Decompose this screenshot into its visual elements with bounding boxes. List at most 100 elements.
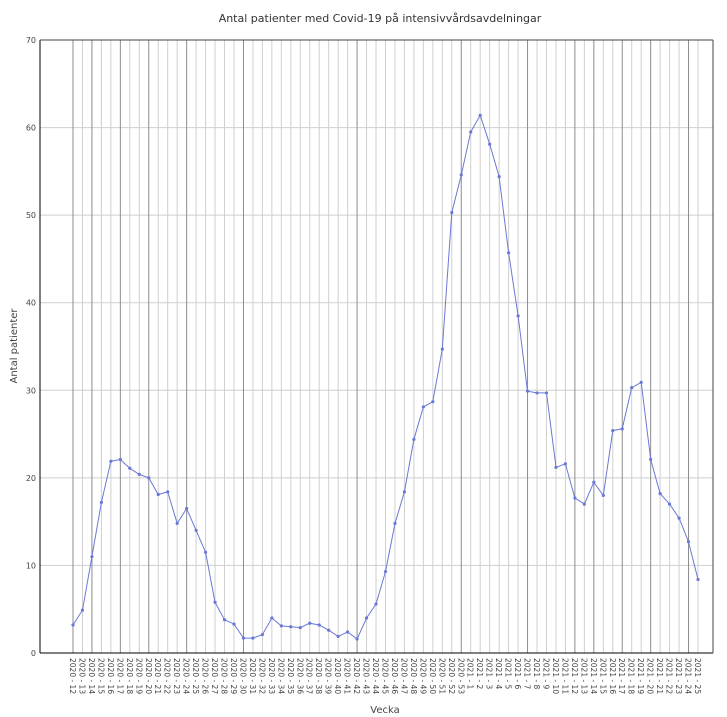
x-tick-label: 2021 - 1 [466, 658, 475, 690]
data-point [563, 462, 568, 466]
data-point [412, 437, 416, 441]
data-point [393, 521, 397, 525]
x-tick-label: 2020 - 19 [134, 658, 143, 694]
data-point [317, 623, 321, 627]
y-tick-label: 10 [26, 561, 36, 570]
x-tick-label: 2020 - 21 [153, 658, 162, 694]
data-point [241, 636, 246, 640]
x-tick-label: 2020 - 13 [77, 658, 86, 694]
x-tick-label: 2020 - 18 [125, 658, 134, 694]
y-tick-label: 20 [26, 474, 36, 483]
x-tick-label: 2020 - 45 [381, 658, 390, 694]
x-tick-label: 2020 - 24 [182, 658, 191, 694]
data-point [582, 502, 586, 506]
data-point [99, 500, 104, 504]
x-tick-label: 2020 - 23 [172, 658, 181, 694]
x-axis-label: Vecka [370, 705, 399, 716]
x-tick-label: 2020 - 35 [286, 658, 295, 694]
x-tick-label: 2021 - 16 [608, 658, 617, 694]
data-point [156, 492, 160, 497]
axes [39, 39, 714, 654]
data-point [658, 492, 662, 496]
y-tick-label: 50 [26, 211, 36, 220]
x-tick-label: 2020 - 33 [267, 658, 276, 694]
x-tick-label: 2021 - 7 [523, 658, 532, 690]
x-tick-label: 2020 - 17 [115, 658, 124, 694]
x-tick-label: 2020 - 16 [106, 658, 115, 694]
x-tick-label: 2020 - 39 [324, 658, 333, 694]
x-tick-label: 2020 - 15 [96, 658, 105, 694]
data-point [336, 634, 340, 638]
data-point [649, 457, 653, 462]
data-point [601, 493, 605, 497]
data-point [573, 496, 577, 500]
data-point [166, 490, 170, 494]
data-point [667, 502, 672, 506]
data-point [270, 616, 274, 620]
x-tick-label: 2021 - 19 [636, 658, 645, 694]
x-tick-label: 2021 - 22 [665, 658, 674, 694]
x-tick-label: 2020 - 12 [68, 658, 77, 694]
x-tick-label: 2021 - 23 [674, 658, 683, 694]
x-tick-label: 2021 - 9 [541, 658, 550, 690]
data-point [109, 459, 113, 463]
data-point [488, 142, 492, 146]
x-tick-label: 2020 - 14 [87, 658, 96, 694]
x-tick-label: 2021 - 21 [655, 658, 664, 694]
x-tick-label: 2020 - 43 [362, 658, 371, 694]
x-tick-labels: 2020 - 12 2020 - 13 2020 - 14 2020 - 15 2020… [68, 658, 702, 694]
x-tick-label: 2020 - 44 [371, 658, 380, 694]
series-line-group [71, 113, 700, 641]
data-point [118, 457, 122, 462]
y-tick-label: 0 [31, 649, 36, 658]
data-point [696, 577, 700, 582]
y-tick-label: 30 [26, 386, 36, 395]
data-point [677, 516, 681, 520]
x-tick-label: 2021 - 11 [560, 658, 569, 694]
x-tick-label: 2020 - 29 [229, 658, 238, 694]
data-point [364, 616, 369, 620]
data-point [203, 550, 208, 554]
data-point [355, 637, 359, 641]
data-point [440, 347, 444, 351]
data-point [450, 210, 454, 215]
x-tick-label: 2021 - 6 [513, 658, 522, 690]
data-point [298, 626, 302, 630]
x-tick-label: 2020 - 53 [456, 658, 465, 694]
x-tick-label: 2020 - 34 [276, 658, 285, 694]
x-tick-label: 2020 - 20 [144, 658, 153, 694]
x-tick-label: 2021 - 14 [589, 658, 598, 694]
data-point [213, 600, 217, 604]
data-point [421, 405, 425, 409]
x-tick-label: 2021 - 13 [579, 658, 588, 694]
x-tick-label: 2020 - 50 [428, 658, 437, 694]
data-point [260, 633, 264, 637]
data-point [639, 380, 643, 385]
data-point [327, 628, 331, 632]
y-tick-label: 60 [26, 124, 36, 133]
x-tick-label: 2020 - 22 [163, 658, 172, 694]
x-tick-label: 2020 - 49 [418, 658, 427, 694]
y-axis-label: Antal patienter [9, 308, 20, 384]
x-tick-label: 2021 - 2 [475, 658, 484, 690]
x-tick-label: 2020 - 38 [314, 658, 323, 694]
x-tick-label: 2021 - 8 [532, 658, 541, 690]
x-tick-label: 2020 - 47 [399, 658, 408, 694]
x-tick-label: 2020 - 25 [191, 658, 200, 694]
data-point [279, 624, 283, 628]
data-point [194, 528, 198, 533]
data-point [251, 636, 255, 640]
data-point [611, 428, 615, 433]
x-tick-label: 2020 - 36 [295, 658, 304, 694]
data-point [90, 555, 94, 559]
data-point [128, 466, 132, 470]
x-tick-label: 2020 - 30 [238, 658, 247, 694]
x-tick-label: 2021 - 12 [570, 658, 579, 694]
x-tick-label: 2021 - 15 [598, 658, 607, 694]
chart-title: Antal patienter med Covid-19 på intensiv… [219, 12, 542, 25]
x-tick-label: 2021 - 24 [684, 658, 693, 694]
x-tick-label: 2021 - 10 [551, 658, 560, 694]
data-point [478, 113, 482, 117]
data-point [516, 314, 520, 318]
